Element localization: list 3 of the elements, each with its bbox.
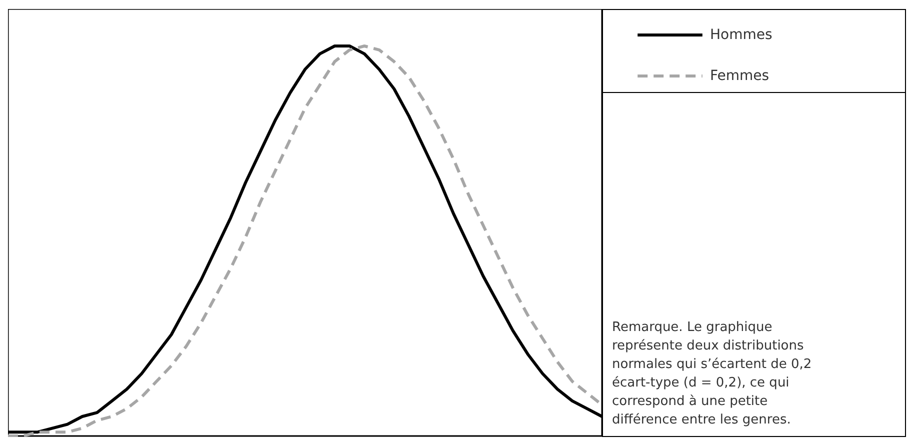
legend-label: Femmes [710,68,770,84]
legend-label: Hommes [710,27,772,43]
text: Remarque. Le graphique représente deux distributions normales qui s’écartent de 0,2 écart-type (d = 0,2), ce qui correspond à une petite différence entre les genres. [612,320,812,428]
